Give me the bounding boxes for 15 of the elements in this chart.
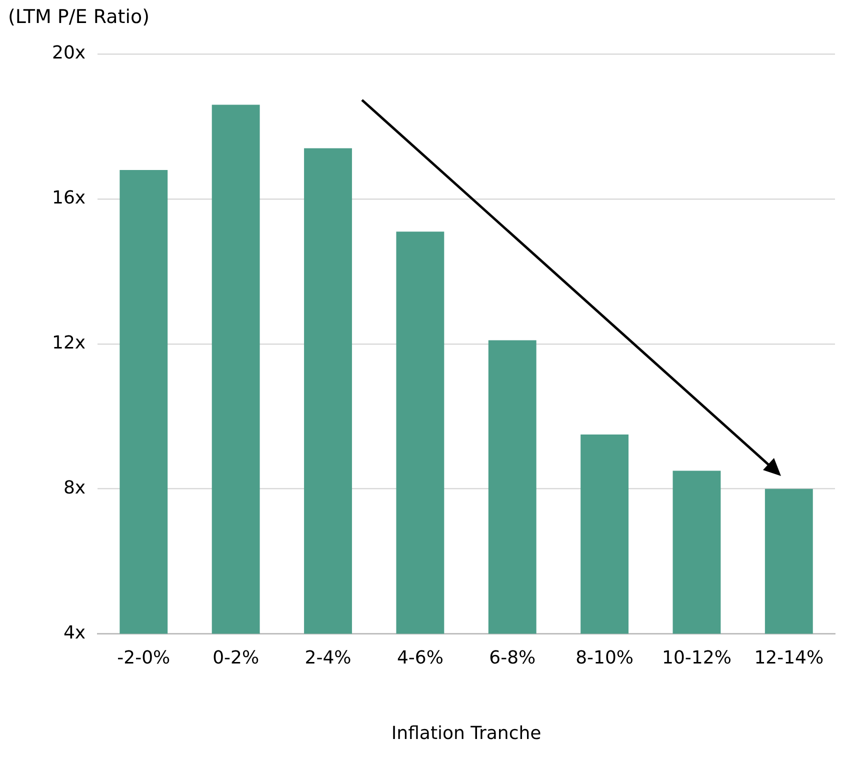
y-tick-label: 12x: [52, 332, 86, 354]
x-tick-label: 0-2%: [212, 647, 260, 668]
x-tick-label: 8-10%: [576, 647, 634, 668]
x-tick-label: 6-8%: [489, 647, 536, 668]
x-tick-label: 2-4%: [304, 647, 352, 668]
x-tick-label: 10-12%: [662, 647, 732, 668]
x-tick-label: 4-6%: [396, 647, 444, 668]
y-tick-label: 4x: [63, 622, 86, 644]
y-tick-label: 16x: [52, 188, 86, 209]
x-tick-label: 12-14%: [754, 647, 824, 668]
y-axis-title: (LTM P/E Ratio): [8, 6, 150, 28]
x-tick-label: -2-0%: [117, 647, 170, 668]
x-axis-title: Inflation Tranche: [391, 722, 542, 744]
y-tick-label: 20x: [52, 42, 86, 64]
y-tick-label: 8x: [63, 478, 86, 499]
